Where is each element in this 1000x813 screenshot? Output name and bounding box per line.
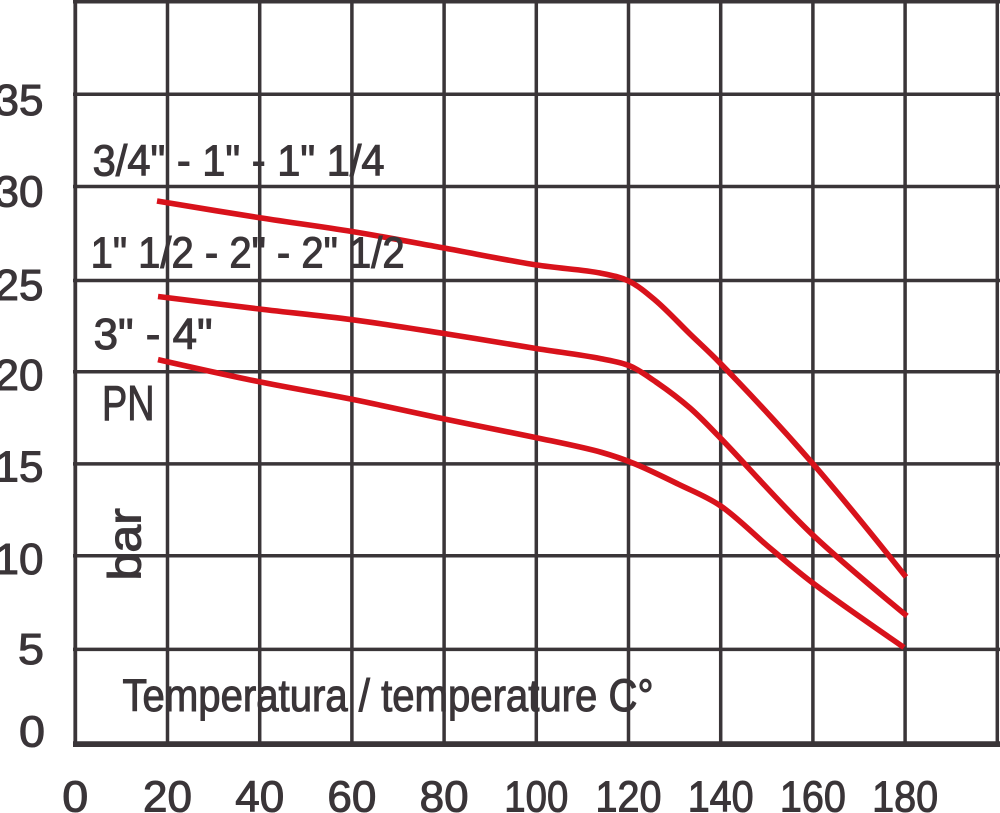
svg-text:1" 1/2 - 2" - 2" 1/2: 1" 1/2 - 2" - 2" 1/2 — [91, 229, 405, 278]
svg-text:20: 20 — [143, 773, 192, 813]
svg-text:5: 5 — [18, 625, 44, 674]
svg-text:80: 80 — [420, 773, 469, 813]
svg-text:60: 60 — [327, 773, 376, 813]
svg-text:PN: PN — [102, 377, 155, 431]
svg-text:25: 25 — [0, 261, 44, 310]
svg-text:bar: bar — [99, 508, 151, 580]
svg-text:Temperatura / temperature C°: Temperatura / temperature C° — [123, 670, 654, 721]
svg-text:0: 0 — [19, 707, 45, 756]
svg-text:0: 0 — [62, 773, 88, 813]
svg-text:160: 160 — [780, 773, 846, 813]
svg-text:15: 15 — [0, 442, 44, 491]
svg-text:120: 120 — [596, 773, 662, 813]
svg-text:35: 35 — [0, 76, 44, 125]
svg-text:3/4" - 1" - 1" 1/4: 3/4" - 1" - 1" 1/4 — [93, 137, 385, 186]
svg-text:140: 140 — [688, 773, 754, 813]
svg-text:180: 180 — [872, 773, 938, 813]
svg-text:20: 20 — [0, 351, 44, 400]
svg-text:3" - 4": 3" - 4" — [94, 310, 213, 359]
svg-text:40: 40 — [235, 773, 284, 813]
svg-text:100: 100 — [504, 773, 568, 813]
svg-text:30: 30 — [0, 167, 44, 216]
svg-text:10: 10 — [0, 535, 44, 584]
